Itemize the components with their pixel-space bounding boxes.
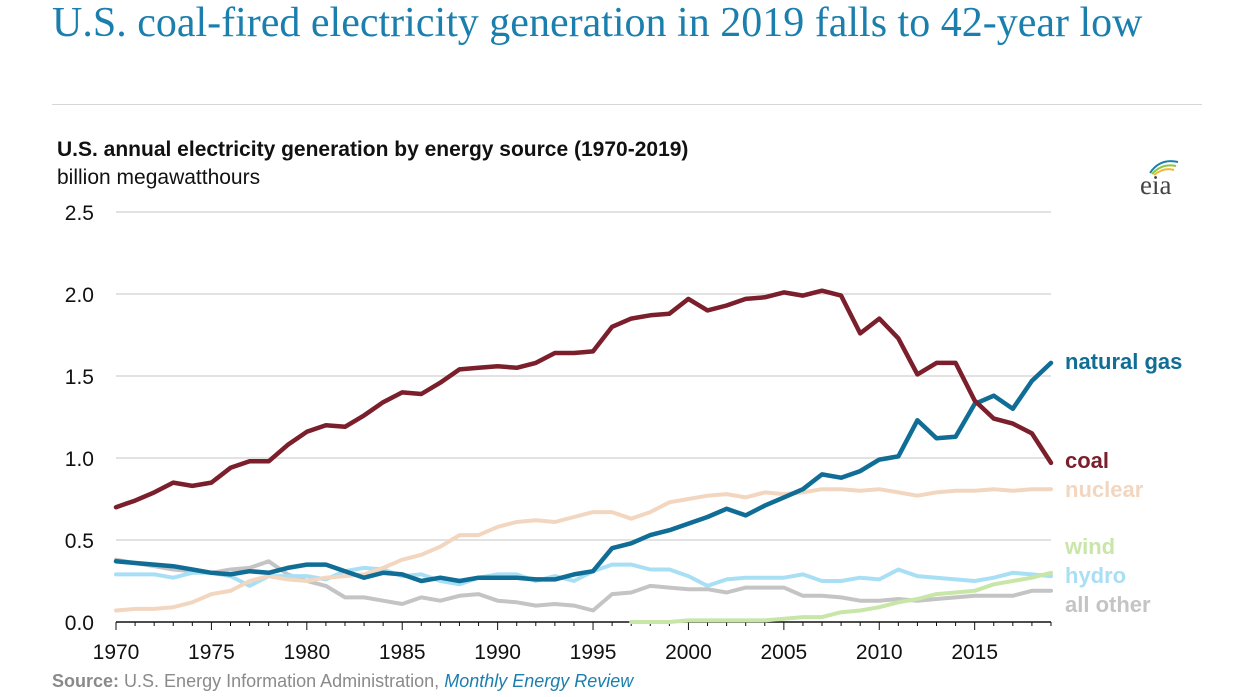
legend-label-coal: coal	[1065, 448, 1109, 473]
x-tick-label: 2005	[760, 641, 807, 664]
y-tick-label: 1.5	[65, 366, 94, 389]
x-tick-label: 1995	[570, 641, 617, 664]
legend-label-nuclear: nuclear	[1065, 477, 1144, 502]
chart-title: U.S. annual electricity generation by en…	[57, 138, 689, 161]
series-line-hydro	[114, 562, 1053, 588]
y-tick-label: 1.0	[65, 448, 94, 471]
y-tick-label: 2.5	[65, 202, 94, 225]
y-axis-ticks: 0.0 0.5 1.0 1.5 2.0 2.5	[65, 202, 94, 635]
source-note: Source: U.S. Energy Information Administ…	[52, 671, 633, 692]
legend-label-hydro: hydro	[1065, 563, 1126, 588]
series-line-coal	[113, 288, 1054, 510]
legend-label-natural-gas: natural gas	[1065, 349, 1182, 374]
title-divider	[52, 104, 1202, 105]
source-agency: U.S. Energy Information Administration,	[124, 671, 440, 691]
y-axis-unit-label: billion megawatthours	[57, 166, 261, 189]
source-publication-link[interactable]: Monthly Energy Review	[444, 671, 634, 691]
series-line-nuclear	[114, 487, 1053, 613]
series-line-wind	[629, 570, 1053, 624]
y-tick-label: 0.0	[65, 612, 94, 635]
source-label: Source:	[52, 671, 120, 691]
headline: U.S. coal-fired electricity generation i…	[52, 0, 1143, 46]
legend-label-all-other: all other	[1065, 592, 1151, 617]
legend: natural gas coal nuclear wind hydro all other	[1064, 349, 1182, 617]
x-tick-label: 2000	[665, 641, 712, 664]
series-line-natural-gas	[113, 360, 1054, 584]
eia-logo-icon	[1149, 160, 1179, 176]
eia-logo-text: eia	[1140, 170, 1172, 200]
x-tick-label: 2010	[856, 641, 903, 664]
x-tick-label: 1990	[474, 641, 521, 664]
x-tick-label: 1975	[188, 641, 235, 664]
x-tick-label: 1985	[379, 641, 426, 664]
x-axis: 1970 1975 1980 1985 1990 1995 2000 2005 2010 2015	[93, 621, 1052, 664]
eia-logo: eia	[1132, 156, 1192, 202]
series-line-all-other	[114, 557, 1053, 613]
y-tick-label: 2.0	[65, 284, 94, 307]
y-tick-label: 0.5	[65, 530, 94, 553]
gridlines	[116, 211, 1051, 541]
series-lines	[113, 288, 1054, 624]
x-tick-label: 1970	[93, 641, 140, 664]
x-tick-label: 2015	[951, 641, 998, 664]
x-tick-label: 1980	[283, 641, 330, 664]
legend-label-wind: wind	[1064, 534, 1115, 559]
